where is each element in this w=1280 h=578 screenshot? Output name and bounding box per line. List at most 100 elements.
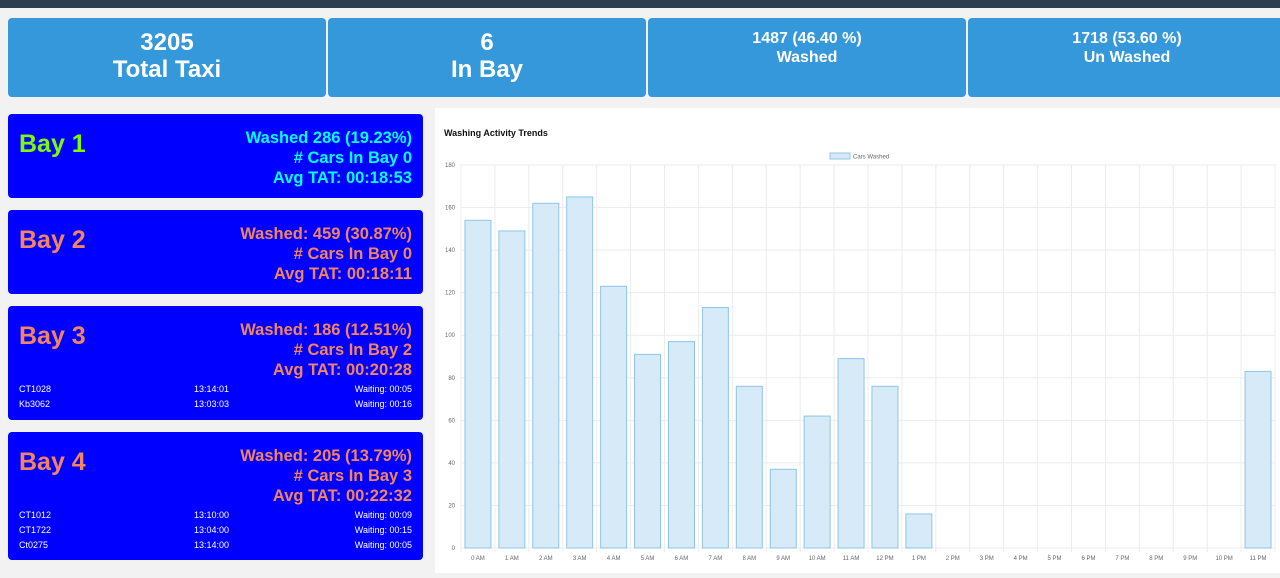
bay-washed: Washed 286 (19.23%) — [245, 129, 412, 147]
summary-card-total-taxi: 3205 Total Taxi — [8, 18, 326, 97]
x-tick-label: 5 AM — [641, 556, 655, 562]
bar — [532, 202, 560, 549]
bay-name: Bay 1 — [19, 130, 86, 158]
x-tick-label: 9 PM — [1183, 556, 1197, 562]
bar — [905, 513, 933, 549]
bar — [1244, 370, 1272, 549]
x-tick-label: 0 AM — [471, 556, 485, 562]
chart-panel: Washing Activity Trends 0 20 40 60 80 100 120 1… — [435, 108, 1280, 573]
x-tick-label: 6 PM — [1081, 556, 1095, 562]
x-tick-label: 12 PM — [876, 556, 893, 562]
chart-title: Washing Activity Trends — [444, 128, 548, 138]
bay-avg-tat: Avg TAT: 00:20:28 — [272, 361, 412, 379]
top-bar — [0, 0, 1280, 8]
x-tick-label: 3 PM — [980, 556, 994, 562]
bay-washed: Washed: 205 (13.79%) — [240, 447, 412, 465]
x-tick-label: 8 PM — [1149, 556, 1163, 562]
summary-label: Total Taxi — [112, 56, 222, 83]
queue-row: Ct0275 13:14:00 Waiting: 00:05 — [19, 537, 412, 552]
y-tick-label: 60 — [448, 418, 455, 424]
y-tick-label: 120 — [445, 291, 456, 297]
queue-row: CT1722 13:04:00 Waiting: 00:15 — [19, 522, 412, 537]
arrival-time: 13:14:00 — [193, 539, 229, 550]
bay-avg-tat: Avg TAT: 00:18:53 — [272, 169, 412, 187]
x-tick-label: 2 AM — [539, 556, 553, 562]
y-tick-label: 40 — [448, 461, 455, 467]
bar — [566, 196, 594, 549]
queue-row: Kb3062 13:03:03 Waiting: 00:16 — [19, 396, 412, 411]
bar — [600, 285, 628, 549]
bay-cars: # Cars In Bay 3 — [293, 467, 412, 485]
bay-card-1[interactable]: Bay 1 Washed 286 (19.23%) # Cars In Bay … — [8, 114, 423, 198]
bay-card-4[interactable]: Bay 4 Washed: 205 (13.79%) # Cars In Bay… — [8, 432, 423, 560]
bay-name: Bay 4 — [19, 448, 86, 476]
arrival-time: 13:04:00 — [193, 524, 229, 535]
x-tick-label: 10 AM — [809, 556, 826, 562]
summary-card-washed: 1487 (46.40 %) Washed — [648, 18, 966, 97]
x-tick-label: 2 PM — [946, 556, 960, 562]
summary-value: 1718 (53.60 %) — [1072, 30, 1182, 47]
x-tick-label: 7 AM — [709, 556, 723, 562]
x-tick-label: 5 PM — [1048, 556, 1062, 562]
queue-row: CT1012 13:10:00 Waiting: 00:09 — [19, 507, 412, 522]
bar — [634, 353, 662, 549]
bar — [464, 219, 492, 549]
bay-card-2[interactable]: Bay 2 Washed: 459 (30.87%) # Cars In Bay… — [8, 210, 423, 294]
bay-avg-tat: Avg TAT: 00:18:11 — [273, 265, 412, 283]
summary-card-in-bay: 6 In Bay — [328, 18, 646, 97]
bar — [735, 385, 763, 549]
x-tick-label: 7 PM — [1115, 556, 1129, 562]
bar — [837, 358, 865, 549]
summary-value: 3205 — [140, 29, 194, 56]
y-tick-label: 160 — [445, 206, 456, 212]
taxi-id: CT1722 — [19, 524, 52, 535]
x-tick-label: 8 AM — [742, 556, 756, 562]
arrival-time: 13:14:01 — [193, 383, 229, 394]
bay-avg-tat: Avg TAT: 00:22:32 — [272, 487, 412, 505]
x-tick-label: 4 PM — [1014, 556, 1028, 562]
arrival-time: 13:03:03 — [193, 398, 229, 409]
queue-row: CT1028 13:14:01 Waiting: 00:05 — [19, 381, 412, 396]
bay-washed: Washed: 186 (12.51%) — [240, 321, 412, 339]
legend-swatch — [829, 152, 851, 160]
y-tick-label: 20 — [448, 503, 455, 509]
summary-value: 1487 (46.40 %) — [752, 30, 862, 47]
bay-card-3[interactable]: Bay 3 Washed: 186 (12.51%) # Cars In Bay… — [8, 306, 423, 420]
bay-cars: # Cars In Bay 2 — [293, 341, 412, 359]
x-tick-label: 10 PM — [1215, 556, 1232, 562]
summary-label: Washed — [776, 49, 838, 66]
taxi-id: CT1012 — [19, 509, 52, 520]
x-tick-label: 1 PM — [912, 556, 926, 562]
bay-name: Bay 2 — [19, 226, 86, 254]
waiting-time: Waiting: 00:09 — [354, 509, 412, 520]
x-tick-label: 9 AM — [776, 556, 790, 562]
y-tick-label: 80 — [448, 376, 455, 382]
bay-cars: # Cars In Bay 0 — [293, 245, 412, 263]
x-tick-label: 1 AM — [505, 556, 519, 562]
legend-label: Cars Washed — [853, 155, 889, 161]
y-tick-label: 100 — [445, 333, 456, 339]
bar — [871, 385, 899, 549]
taxi-id: Kb3062 — [19, 398, 51, 409]
y-tick-label: 140 — [445, 248, 456, 254]
x-tick-label: 4 AM — [607, 556, 621, 562]
summary-label: In Bay — [450, 56, 524, 83]
waiting-time: Waiting: 00:05 — [354, 383, 412, 394]
waiting-time: Waiting: 00:16 — [354, 398, 412, 409]
bay-name: Bay 3 — [19, 322, 86, 350]
waiting-time: Waiting: 00:05 — [354, 539, 412, 550]
summary-label: Un Washed — [1083, 49, 1171, 66]
taxi-id: Ct0275 — [19, 539, 49, 550]
bar — [498, 230, 526, 549]
x-tick-label: 6 AM — [675, 556, 689, 562]
washing-chart: 0 20 40 60 80 100 120 140 160 180 0 AM 1 AM 2 AM 3 AM… — [445, 152, 1276, 562]
y-tick-label: 0 — [452, 546, 456, 552]
bar — [667, 341, 695, 549]
x-tick-label: 11 AM — [843, 556, 860, 562]
arrival-time: 13:10:00 — [193, 509, 229, 520]
bay-cars: # Cars In Bay 0 — [293, 149, 412, 167]
bar — [701, 307, 729, 549]
summary-value: 6 — [480, 29, 494, 56]
waiting-time: Waiting: 00:15 — [354, 524, 412, 535]
taxi-id: CT1028 — [19, 383, 52, 394]
